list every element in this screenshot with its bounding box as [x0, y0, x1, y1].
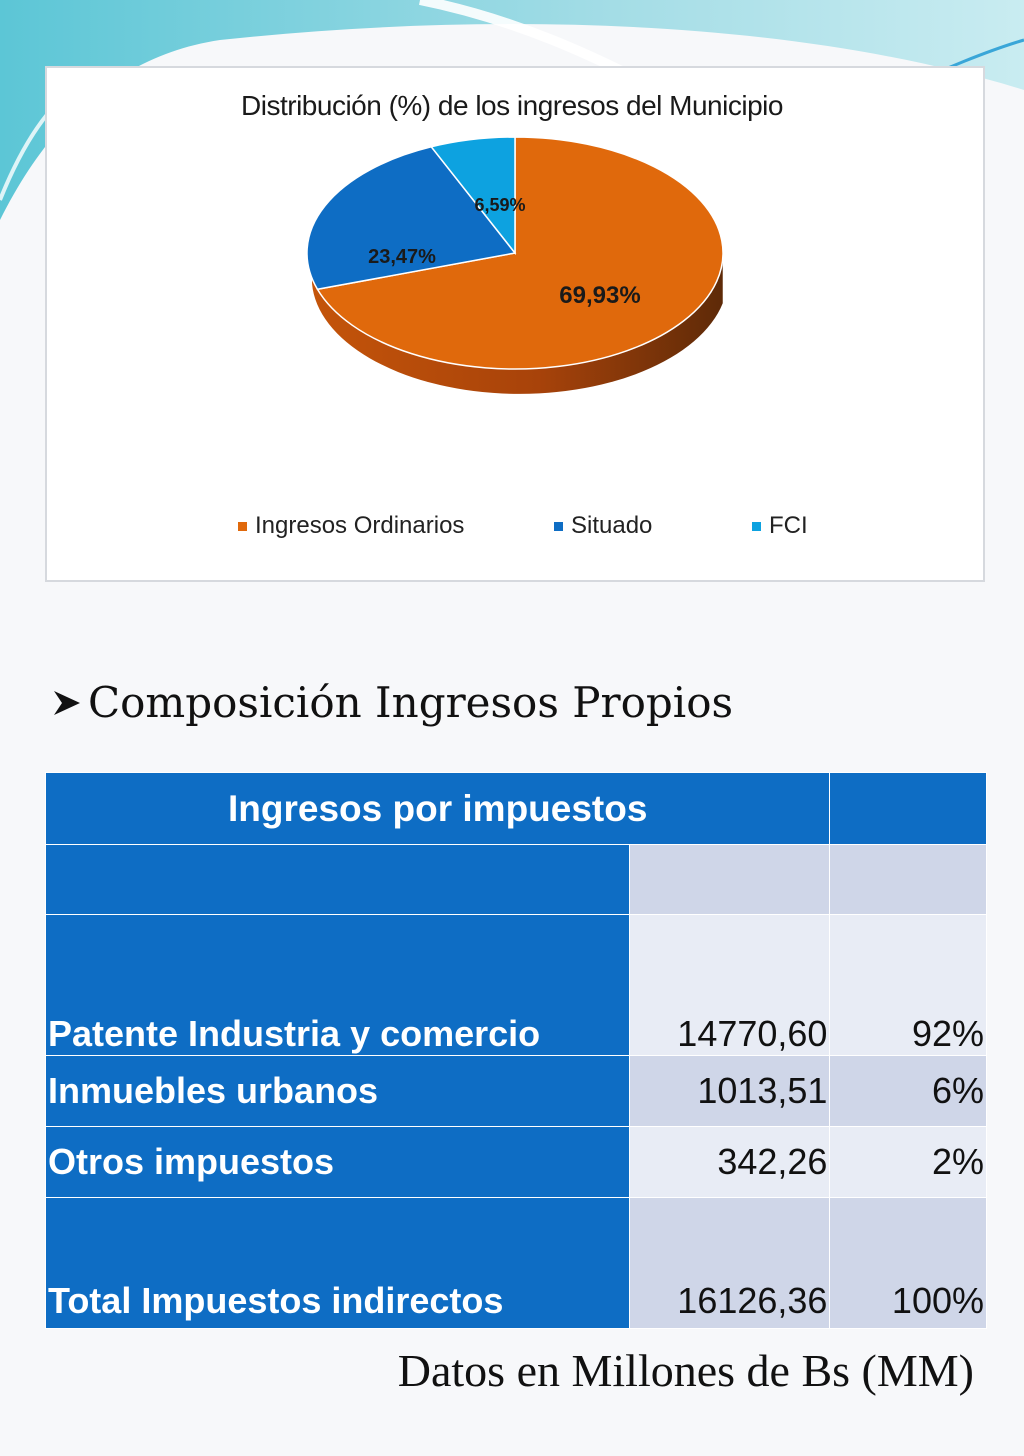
pie-slice-situado: [306, 145, 517, 291]
pie-data-label: 69,93%: [559, 282, 640, 309]
table-total-row: Total Impuestos indirectos 16126,36 100%: [45, 1197, 987, 1329]
table-cell-empty: [628, 844, 831, 915]
row-label: Inmuebles urbanos: [45, 1055, 630, 1127]
pie-data-label: 23,47%: [368, 246, 436, 268]
row-amount: 342,26: [628, 1126, 831, 1198]
table-row: Patente Industria y comercio 14770,60 92…: [45, 914, 987, 1056]
arrow-bullet-icon: [54, 690, 80, 715]
table-cell-empty: [45, 844, 630, 915]
section-heading: Composición Ingresos Propios: [50, 678, 733, 727]
pie-chart: 69,93% 23,47% 6,59%: [306, 136, 724, 394]
table-row: Otros impuestos 342,26 2%: [45, 1126, 987, 1198]
pie-slice-fci: [429, 136, 516, 256]
legend-swatch: [554, 521, 563, 531]
total-percent: 100%: [829, 1197, 987, 1329]
tax-income-table: Ingresos por impuestos Patente Industria…: [44, 772, 987, 1329]
row-label: Patente Industria y comercio: [45, 914, 630, 1056]
data-units-footnote: Datos en Millones de Bs (MM): [397, 1345, 974, 1396]
row-percent: 92%: [829, 914, 987, 1056]
chart-title: Distribución (%) de los ingresos del Mun…: [241, 90, 783, 121]
pie-data-label: 6,59%: [474, 195, 525, 215]
legend-item-situado: Situado: [554, 512, 652, 540]
row-percent: 2%: [829, 1126, 987, 1198]
legend-swatch: [238, 521, 247, 531]
table-header-row: Ingresos por impuestos: [44, 772, 987, 845]
legend-label: FCI: [769, 512, 808, 539]
row-amount: 1013,51: [628, 1055, 831, 1127]
section-heading-text: Composición Ingresos Propios: [88, 678, 734, 727]
legend-item-ingresos-ordinarios: Ingresos Ordinarios: [238, 512, 464, 540]
table-header-empty-cell: [829, 772, 987, 845]
table-row-empty: [45, 844, 987, 915]
row-label: Otros impuestos: [45, 1126, 630, 1198]
table-cell-empty: [829, 844, 987, 915]
total-label: Total Impuestos indirectos: [45, 1197, 630, 1329]
table-header-cell: Ingresos por impuestos: [44, 772, 831, 845]
legend-item-fci: FCI: [752, 512, 808, 540]
table-row: Inmuebles urbanos 1013,51 6%: [45, 1055, 987, 1127]
legend-label: Ingresos Ordinarios: [255, 512, 465, 539]
pie-slice-ingresos-ordinarios: [316, 136, 724, 370]
legend-swatch: [752, 521, 761, 531]
legend-label: Situado: [571, 512, 653, 539]
row-amount: 14770,60: [628, 914, 831, 1056]
row-percent: 6%: [829, 1055, 987, 1127]
total-amount: 16126,36: [628, 1197, 831, 1329]
